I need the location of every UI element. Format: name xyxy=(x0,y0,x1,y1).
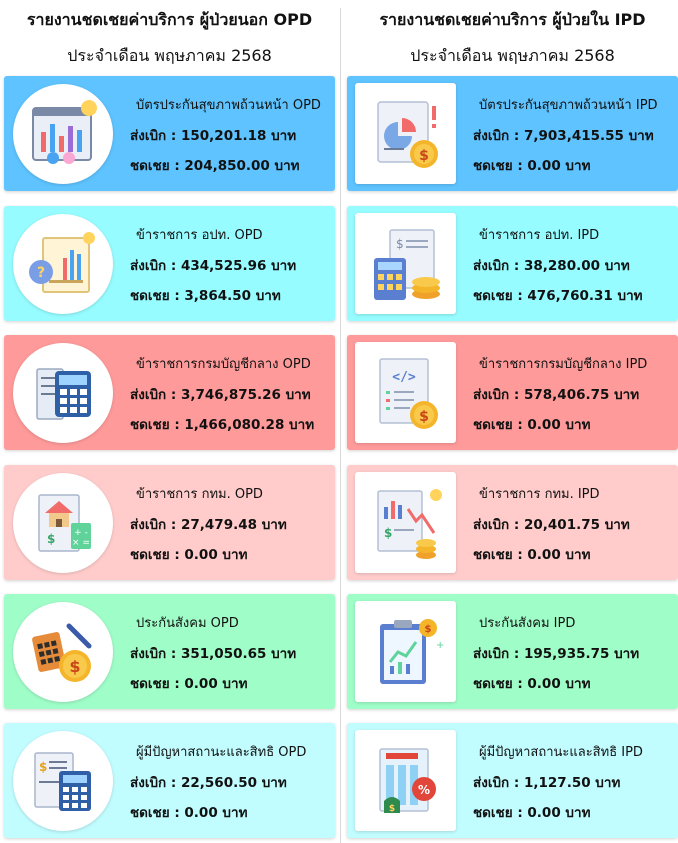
ipd-card-title: ข้าราชการกรมบัญชีกลาง IPD xyxy=(479,357,648,372)
ipd-card-compensation: ชดเชย : 0.00 บาท xyxy=(473,547,591,563)
ipd-title: รายงานชดเชยค่าบริการ ผู้ป่วยใน IPD xyxy=(379,10,646,29)
clipboard-chart-icon: $ + xyxy=(355,601,456,702)
ipd-card-title: ผู้มีปัญหาสถานะและสิทธิ IPD xyxy=(479,745,643,760)
ipd-card-claim: ส่งเบิก : 1,127.50 บาท xyxy=(473,775,621,791)
opd-card-local-gov[interactable]: ? ข้าราชการ อปท. OPD ส่งเบิก : 434,525.9… xyxy=(4,206,335,321)
svg-text:$: $ xyxy=(419,409,429,425)
opd-subtitle: ประจำเดือน พฤษภาคม 2568 xyxy=(67,46,272,65)
svg-text:</>: </> xyxy=(392,370,416,385)
ipd-card-compensation: ชดเชย : 0.00 บาท xyxy=(473,805,591,821)
svg-text:%: % xyxy=(417,783,429,797)
ipd-card-claim: ส่งเบิก : 578,406.75 บาท xyxy=(473,387,640,403)
svg-text:$: $ xyxy=(384,526,392,540)
opd-card-claim: ส่งเบิก : 22,560.50 บาท xyxy=(130,775,287,791)
opd-card-title: ข้าราชการ กทม. OPD xyxy=(136,487,263,502)
ipd-card-title: ข้าราชการ กทม. IPD xyxy=(479,487,600,502)
ipd-card-bma[interactable]: $ ข้าราชการ กทม. IPD ส่งเบิก : 20,401.75… xyxy=(347,465,678,580)
opd-card-compensation: ชดเชย : 0.00 บาท xyxy=(130,676,248,692)
opd-card-title: ข้าราชการ อปท. OPD xyxy=(136,228,263,243)
opd-card-claim: ส่งเบิก : 434,525.96 บาท xyxy=(130,258,297,274)
opd-card-title: ประกันสังคม OPD xyxy=(136,616,239,631)
svg-text:+: + xyxy=(436,640,444,651)
calculator-coins-icon: $ xyxy=(355,213,456,314)
ipd-card-comptroller[interactable]: </> $ ข้าราชการกรมบัญชีกลาง IPD ส่งเบิก … xyxy=(347,335,678,450)
ipd-card-claim: ส่งเบิก : 38,280.00 บาท xyxy=(473,258,630,274)
opd-card-claim: ส่งเบิก : 351,050.65 บาท xyxy=(130,646,297,662)
ipd-column: รายงานชดเชยค่าบริการ ผู้ป่วยใน IPD ประจำ… xyxy=(347,0,678,838)
column-divider xyxy=(340,8,341,843)
svg-text:$: $ xyxy=(39,760,47,774)
opd-column: รายงานชดเชยค่าบริการ ผู้ป่วยนอก OPD ประจ… xyxy=(4,0,335,838)
opd-title: รายงานชดเชยค่าบริการ ผู้ป่วยนอก OPD xyxy=(26,10,313,29)
opd-card-uc[interactable]: บัตรประกันสุขภาพถ้วนหน้า OPD ส่งเบิก : 1… xyxy=(4,76,335,191)
invoice-calculator-icon: $ xyxy=(13,731,113,831)
svg-text:$: $ xyxy=(388,804,394,814)
ipd-card-compensation: ชดเชย : 0.00 บาท xyxy=(473,158,591,174)
opd-card-compensation: ชดเชย : 0.00 บาท xyxy=(130,547,248,563)
svg-text:?: ? xyxy=(37,265,45,281)
dashboard-report-icon xyxy=(13,84,113,184)
house-calculator-icon: $ + - × = xyxy=(13,473,113,573)
opd-card-bma[interactable]: $ + - × = ข้าราชการ กทม. OPD ส่งเบิก : 2… xyxy=(4,465,335,580)
opd-card-compensation: ชดเชย : 0.00 บาท xyxy=(130,805,248,821)
calculator-coin-icon: $ xyxy=(13,602,113,702)
svg-text:$: $ xyxy=(396,237,404,251)
document-percent-icon: % $ xyxy=(355,730,456,831)
question-report-icon: ? xyxy=(13,214,113,314)
opd-card-status-rights[interactable]: $ ผู้มีปัญหาสถานะและสิทธิ OPD ส่งเบิก : … xyxy=(4,723,335,838)
opd-card-compensation: ชดเชย : 1,466,080.28 บาท xyxy=(130,417,315,433)
ipd-card-title: ประกันสังคม IPD xyxy=(479,616,576,631)
opd-card-title: ข้าราชการกรมบัญชีกลาง OPD xyxy=(136,357,311,372)
ipd-card-claim: ส่งเบิก : 7,903,415.55 บาท xyxy=(473,128,654,144)
svg-text:$: $ xyxy=(419,148,429,164)
opd-card-social-security[interactable]: $ ประกันสังคม OPD ส่งเบิก : 351,050.65 บ… xyxy=(4,594,335,709)
ipd-card-uc[interactable]: $ บัตรประกันสุขภาพถ้วนหน้า IPD ส่งเบิก :… xyxy=(347,76,678,191)
ipd-card-status-rights[interactable]: % $ ผู้มีปัญหาสถานะและสิทธิ IPD ส่งเบิก … xyxy=(347,723,678,838)
ipd-subtitle: ประจำเดือน พฤษภาคม 2568 xyxy=(410,46,615,65)
svg-text:$: $ xyxy=(69,657,80,676)
opd-card-claim: ส่งเบิก : 3,746,875.26 บาท xyxy=(130,387,311,403)
pie-chart-coin-icon: $ xyxy=(355,83,456,184)
svg-text:$: $ xyxy=(47,532,55,546)
svg-text:× =: × = xyxy=(72,538,90,548)
ipd-card-title: ข้าราชการ อปท. IPD xyxy=(479,228,600,243)
opd-card-title: ผู้มีปัญหาสถานะและสิทธิ OPD xyxy=(136,745,307,760)
ipd-card-claim: ส่งเบิก : 195,935.75 บาท xyxy=(473,646,640,662)
calculator-icon xyxy=(13,343,113,443)
opd-card-comptroller[interactable]: ข้าราชการกรมบัญชีกลาง OPD ส่งเบิก : 3,74… xyxy=(4,335,335,450)
falling-chart-coins-icon: $ xyxy=(355,472,456,573)
code-document-coin-icon: </> $ xyxy=(355,342,456,443)
ipd-card-compensation: ชดเชย : 0.00 บาท xyxy=(473,417,591,433)
ipd-card-claim: ส่งเบิก : 20,401.75 บาท xyxy=(473,517,630,533)
opd-card-compensation: ชดเชย : 204,850.00 บาท xyxy=(130,158,300,174)
svg-text:$: $ xyxy=(424,624,431,635)
ipd-card-compensation: ชดเชย : 0.00 บาท xyxy=(473,676,591,692)
opd-card-claim: ส่งเบิก : 27,479.48 บาท xyxy=(130,517,287,533)
ipd-card-compensation: ชดเชย : 476,760.31 บาท xyxy=(473,288,643,304)
ipd-card-social-security[interactable]: $ + ประกันสังคม IPD ส่งเบิก : 195,935.75… xyxy=(347,594,678,709)
ipd-card-local-gov[interactable]: $ ข้าราชการ อปท. IPD ส่งเบิก : 38,280.00… xyxy=(347,206,678,321)
ipd-card-title: บัตรประกันสุขภาพถ้วนหน้า IPD xyxy=(479,98,658,113)
opd-card-title: บัตรประกันสุขภาพถ้วนหน้า OPD xyxy=(136,98,321,113)
opd-card-claim: ส่งเบิก : 150,201.18 บาท xyxy=(130,128,297,144)
opd-card-compensation: ชดเชย : 3,864.50 บาท xyxy=(130,288,281,304)
svg-text:+ -: + - xyxy=(74,528,88,538)
